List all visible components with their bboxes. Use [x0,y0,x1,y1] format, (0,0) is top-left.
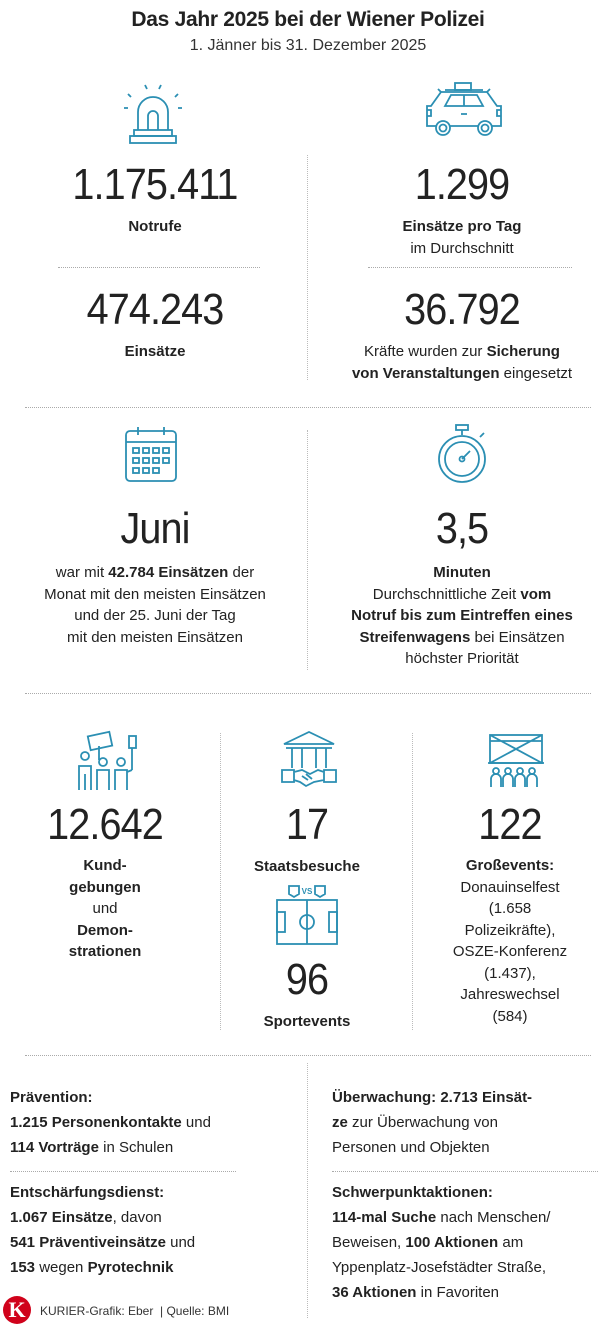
events-label: Großevents: Donauinselfest (1.658 Polizeikr… [452,857,568,1025]
calendar-icon [124,425,178,483]
soccer-field-icon: VS [275,884,339,946]
demos-value: 12.642 [47,800,164,849]
page-subtitle: 1. Jänner bis 31. Dezember 2025 [189,37,427,54]
stopwatch-icon [432,423,492,485]
einsaetze-label: Einsätze [124,343,186,360]
juni-value: Juni [120,504,190,553]
demos-label: Kund-gebungen und Demon-strationen [68,857,142,960]
divider [220,733,221,1030]
source-credit: KURIER-Grafik: Eber | Quelle: BMI [40,1304,230,1318]
divider [10,1171,236,1172]
kraefte-label: Kräfte wurden zur Sicherung von Veranstal… [351,343,573,382]
praevention-text: Prävention: 1.215 Personenkontakte und 114… [10,1089,211,1156]
entschaerfung-text: Entschärfungsdienst: 1.067 Einsätze, davo… [10,1184,196,1276]
state-visit-handshake-icon [280,730,338,788]
versus-text: VS [302,887,313,896]
divider [332,1171,598,1172]
schwerpunkt-text: Schwerpunktaktionen: 114-mal Suche nach M… [332,1184,551,1301]
ueberwachung-text: Überwachung: 2.713 Einsät-ze zur Überwac… [332,1089,533,1156]
divider [25,407,591,408]
kurier-logo: K [3,1296,31,1324]
sport-value: 96 [285,955,329,1004]
minuten-value: 3,5 [435,504,489,553]
divider [25,1055,591,1056]
siren-icon [120,82,186,144]
pro-tag-value: 1.299 [414,160,510,209]
events-value: 122 [478,800,542,849]
sport-label: Sportevents [263,1013,351,1030]
notrufe-label: Notrufe [128,218,182,235]
pro-tag-label: Einsätze pro Tag im Durchschnitt [402,218,522,257]
divider [25,693,591,694]
staatsbesuche-label: Staatsbesuche [254,858,360,875]
divider [58,267,260,268]
demonstration-icon [75,730,141,792]
divider [307,1063,308,1318]
juni-label: war mit 42.784 Einsätzen der Monat mit de… [44,564,266,646]
divider [307,430,308,670]
police-car-icon [425,80,503,140]
staatsbesuche-value: 17 [285,800,329,849]
kraefte-value: 36.792 [404,285,521,334]
divider [368,267,572,268]
divider [307,155,308,380]
einsaetze-value: 474.243 [86,285,225,334]
page-title: Das Jahr 2025 bei der Wiener Polizei [131,8,485,31]
notrufe-value: 1.175.411 [72,160,238,209]
minuten-label: Minuten Durchschnittliche Zeit vom Notruf … [351,564,573,667]
concert-stage-icon [486,733,546,789]
divider [412,733,413,1030]
